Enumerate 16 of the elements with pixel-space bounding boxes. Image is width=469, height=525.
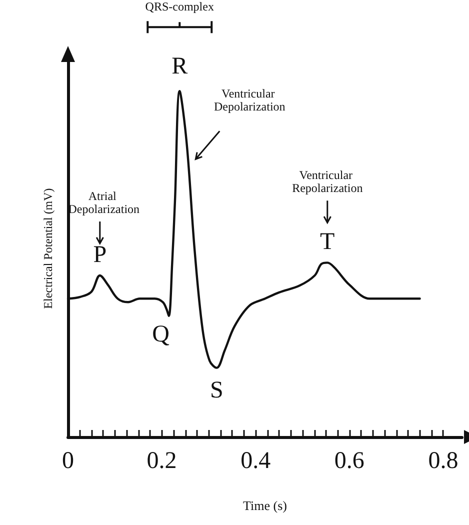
x-tick-label: 0 bbox=[62, 448, 74, 474]
x-tick-label: 0.2 bbox=[146, 448, 177, 474]
annotation: R bbox=[172, 54, 188, 80]
annotation: S bbox=[210, 377, 224, 404]
annotation: Ventricular Repolarization bbox=[292, 168, 363, 196]
annotation: Ventricular Depolarization bbox=[214, 86, 286, 114]
x-tick-label: 0.6 bbox=[334, 448, 364, 474]
y-axis-title: Electrical Potential (mV) bbox=[41, 188, 55, 309]
annotation: P bbox=[93, 242, 107, 268]
text: QRS-complex bbox=[145, 0, 214, 14]
x-tick-label: 0.4 bbox=[240, 448, 271, 474]
annotation: T bbox=[320, 229, 336, 256]
annotation: Q bbox=[152, 321, 170, 348]
x-axis-title: Time (s) bbox=[243, 498, 287, 513]
annotation: Atrial Depolarization bbox=[68, 188, 140, 216]
x-tick-label: 0.8 bbox=[428, 448, 458, 474]
